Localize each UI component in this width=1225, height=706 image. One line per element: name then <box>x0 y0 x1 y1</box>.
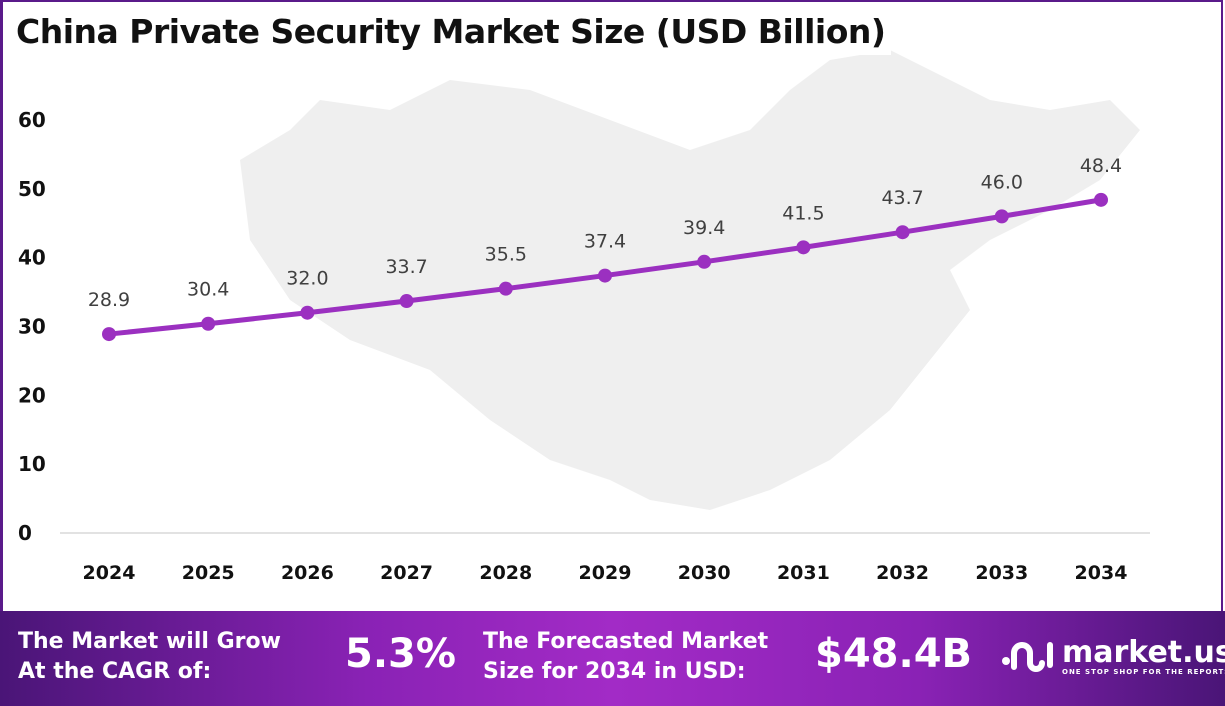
forecast-label-line1: The Forecasted Market <box>483 629 769 654</box>
logo-icon <box>1002 642 1053 672</box>
x-tick-label: 2032 <box>876 562 929 584</box>
data-point <box>201 316 216 331</box>
data-point <box>697 254 712 269</box>
x-tick-label: 2025 <box>182 562 235 584</box>
x-tick-label: 2031 <box>777 562 830 584</box>
logo-tagline: ONE STOP SHOP FOR THE REPORTS <box>1062 668 1225 676</box>
data-label: 41.5 <box>782 202 824 224</box>
data-point <box>895 225 910 240</box>
chart-frame <box>0 0 1223 612</box>
y-tick-label: 30 <box>18 315 46 339</box>
x-tick-label: 2024 <box>83 562 136 584</box>
cagr-label-line1: The Market will Grow <box>18 629 281 654</box>
cagr-label-line2: At the CAGR of: <box>18 659 212 684</box>
forecast-label-line2: Size for 2034 in USD: <box>483 659 746 684</box>
data-label: 39.4 <box>683 217 725 239</box>
forecast-value: $48.4B <box>815 631 973 677</box>
series-line <box>108 197 1102 337</box>
x-tick-label: 2027 <box>380 562 433 584</box>
cagr-label: The Market will Grow At the CAGR of: <box>18 627 281 687</box>
x-tick-label: 2029 <box>579 562 632 584</box>
footer-banner: The Market will Grow At the CAGR of: 5.3%… <box>0 611 1225 706</box>
x-tick-label: 2034 <box>1075 562 1128 584</box>
y-tick-label: 40 <box>18 246 46 270</box>
data-label: 43.7 <box>881 187 923 209</box>
x-tick-label: 2028 <box>479 562 532 584</box>
y-tick-label: 0 <box>18 521 32 545</box>
data-label: 33.7 <box>385 256 427 278</box>
data-label: 30.4 <box>187 279 229 301</box>
china-map-background <box>240 50 1140 510</box>
data-point <box>796 240 811 255</box>
data-point <box>1094 192 1108 207</box>
data-label: 32.0 <box>286 268 328 290</box>
chart-title: China Private Security Market Size (USD … <box>14 12 892 55</box>
logo-name: market.us <box>1062 635 1225 670</box>
data-point <box>300 305 315 320</box>
x-tick-label: 2033 <box>975 562 1028 584</box>
data-label: 28.9 <box>88 289 130 311</box>
data-point <box>399 294 414 309</box>
data-label: 48.4 <box>1080 155 1122 177</box>
data-label: 37.4 <box>584 231 626 253</box>
data-point <box>994 209 1009 224</box>
x-tick-label: 2026 <box>281 562 334 584</box>
data-label: 35.5 <box>485 244 527 266</box>
y-tick-label: 50 <box>18 177 46 201</box>
market-us-logo: market.us ONE STOP SHOP FOR THE REPORTS <box>1000 637 1225 677</box>
y-tick-label: 20 <box>18 383 46 407</box>
data-point <box>598 268 612 283</box>
forecast-label: The Forecasted Market Size for 2034 in US… <box>483 627 768 687</box>
x-tick-label: 2030 <box>678 562 731 584</box>
data-label: 46.0 <box>981 171 1023 193</box>
data-point <box>498 281 513 296</box>
y-tick-label: 10 <box>18 452 46 476</box>
data-point <box>102 327 116 342</box>
y-tick-label: 60 <box>18 108 46 132</box>
cagr-value: 5.3% <box>345 631 456 677</box>
